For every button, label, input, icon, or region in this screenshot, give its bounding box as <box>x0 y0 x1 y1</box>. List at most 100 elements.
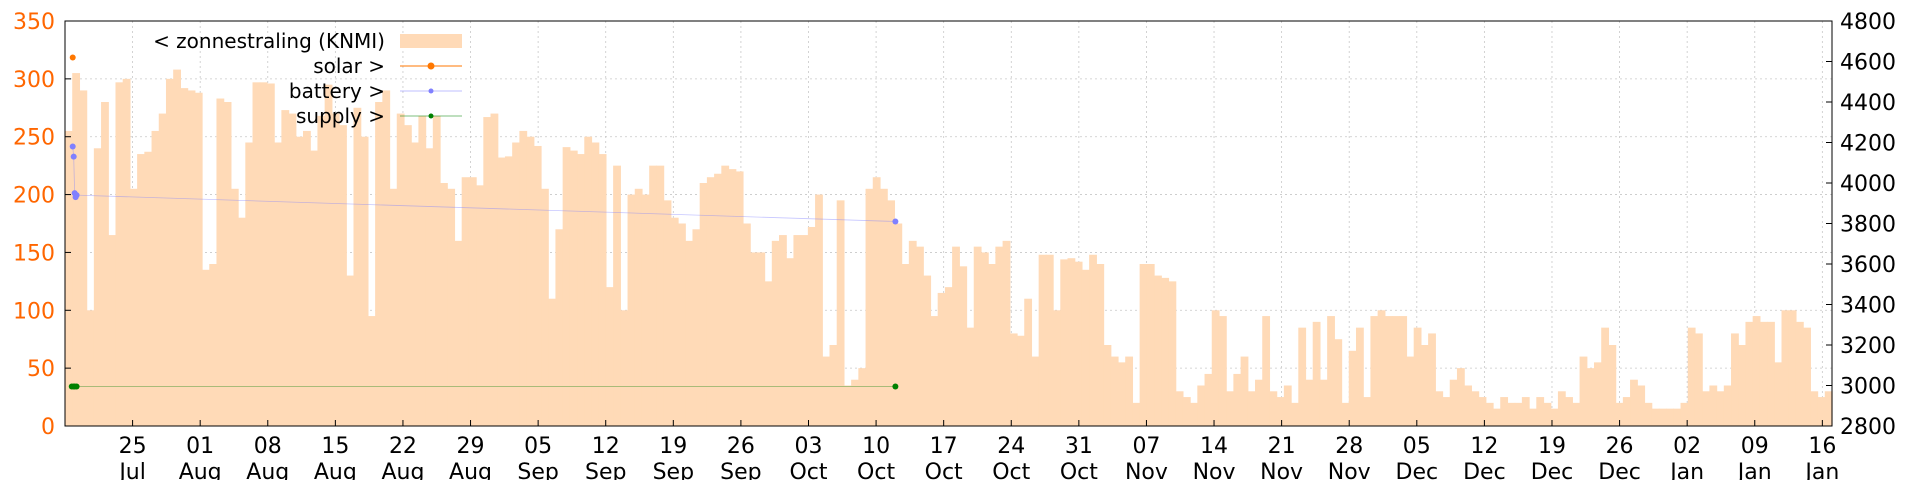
zonnestraling-bar <box>1190 402 1198 426</box>
zonnestraling-bar <box>750 252 758 426</box>
zonnestraling-bar <box>144 151 153 426</box>
zonnestraling-bar <box>115 82 124 426</box>
zonnestraling-bar <box>1435 391 1444 426</box>
zonnestraling-bar <box>1702 391 1710 426</box>
zonnestraling-bar <box>1211 310 1220 426</box>
zonnestraling-bar <box>396 113 405 427</box>
zonnestraling-bar <box>1312 321 1321 426</box>
zonnestraling-bar <box>1817 397 1826 426</box>
zonnestraling-bar <box>367 316 376 426</box>
zonnestraling-bar <box>843 385 852 426</box>
zonnestraling-bar <box>65 130 73 426</box>
zonnestraling-bar <box>735 171 744 426</box>
bottom-tick-label-month: Nov <box>1193 460 1236 480</box>
bottom-tick-label-month: Dec <box>1531 460 1574 480</box>
zonnestraling-bar <box>678 223 686 426</box>
zonnestraling-bar <box>641 194 650 426</box>
zonnestraling-bar <box>209 264 218 426</box>
zonnestraling-bar <box>793 235 802 426</box>
zonnestraling-bar <box>1053 310 1061 426</box>
zonnestraling-bar <box>1413 327 1422 426</box>
zonnestraling-bar <box>1601 327 1610 426</box>
zonnestraling-bar <box>194 92 203 426</box>
right-tick-label: 3200 <box>1840 334 1896 359</box>
bottom-tick-label-day: 16 <box>1808 434 1836 459</box>
right-axis: 2800 3000 3200 3400 3600 3800 4000 4200 4400 4600… <box>1826 10 1896 440</box>
zonnestraling-bar <box>887 200 896 426</box>
zonnestraling-bar <box>908 240 917 426</box>
zonnestraling-bar <box>1161 277 1170 426</box>
zonnestraling-bar <box>605 287 614 426</box>
bottom-tick-label-month: Sep <box>585 460 626 480</box>
bottom-tick-label-day: 19 <box>659 434 687 459</box>
bottom-tick-label-month: Nov <box>1125 460 1168 480</box>
zonnestraling-bar <box>620 310 629 426</box>
zonnestraling-bar <box>504 156 513 426</box>
bottom-tick-label-month: Sep <box>720 460 761 480</box>
zonnestraling-bar <box>1493 408 1501 426</box>
zonnestraling-bar <box>1262 316 1271 426</box>
zonnestraling-bar <box>526 136 535 426</box>
zonnestraling-bar <box>1608 345 1617 426</box>
zonnestraling-bar <box>1384 316 1393 426</box>
zonnestraling-bar <box>353 107 362 427</box>
zonnestraling-bar <box>1485 402 1494 426</box>
zonnestraling-bar <box>1146 264 1155 426</box>
zonnestraling-bar <box>1110 356 1119 426</box>
zonnestraling-bar <box>1745 321 1754 426</box>
zonnestraling-bar <box>1644 402 1653 426</box>
bottom-tick-label-month: Aug <box>314 460 357 480</box>
zonnestraling-bar <box>1471 391 1480 426</box>
zonnestraling-bar <box>1529 408 1537 426</box>
zonnestraling-bar <box>151 130 160 426</box>
zonnestraling-bar <box>649 165 658 426</box>
zonnestraling-bar <box>403 125 412 427</box>
zonnestraling-bar <box>1680 402 1689 426</box>
zonnestraling-bar <box>1038 254 1047 426</box>
right-tick-label: 3600 <box>1840 253 1896 278</box>
zonnestraling-bar <box>1593 362 1602 426</box>
zonnestraling-bar <box>1456 368 1465 426</box>
bottom-tick-label-month: Sep <box>517 460 558 480</box>
zonnestraling-bar <box>807 226 816 426</box>
zonnestraling-bar <box>295 136 304 426</box>
legend-marker-supply <box>428 113 434 119</box>
zonnestraling-bar <box>173 69 181 426</box>
bottom-tick-label-month: Jul <box>117 460 146 480</box>
zonnestraling-bar <box>706 177 715 426</box>
zonnestraling-bar <box>1673 408 1682 426</box>
bottom-tick-label-month: Oct <box>789 460 827 480</box>
zonnestraling-bar <box>555 229 564 426</box>
zonnestraling-bar <box>1399 316 1408 426</box>
zonnestraling-bar <box>266 83 275 426</box>
bottom-tick-label-day: 14 <box>1200 434 1228 459</box>
zonnestraling-bar <box>1218 316 1227 426</box>
bottom-tick-label-day: 24 <box>997 434 1025 459</box>
left-tick-label: 250 <box>13 126 55 151</box>
bottom-axis: 25Jul01Aug08Aug15Aug22Aug29Aug05Sep12Sep… <box>117 420 1839 480</box>
zonnestraling-bar <box>1449 379 1458 426</box>
zonnestraling-bar <box>1536 397 1545 426</box>
zonnestraling-bar <box>108 235 117 426</box>
zonnestraling-bar <box>1305 379 1314 426</box>
zonnestraling-bar <box>1355 327 1364 426</box>
zonnestraling-bar <box>331 113 340 427</box>
left-tick-label: 200 <box>13 184 55 209</box>
zonnestraling-bar <box>1738 345 1747 426</box>
zonnestraling-bar <box>577 154 585 427</box>
zonnestraling-bar <box>1327 316 1335 426</box>
zonnestraling-bar <box>685 240 694 426</box>
zonnestraling-bar <box>1024 298 1033 426</box>
zonnestraling-bar <box>634 188 643 426</box>
zonnestraling-bar <box>627 194 636 426</box>
zonnestraling-bar <box>815 194 823 426</box>
zonnestraling-bar <box>851 379 859 426</box>
solar-point <box>69 54 76 61</box>
zonnestraling-bar <box>548 298 557 426</box>
zonnestraling-bar <box>1319 379 1328 426</box>
zonnestraling-bar <box>1226 391 1234 426</box>
zonnestraling-bar <box>1233 373 1242 426</box>
zonnestraling-bar <box>245 142 254 426</box>
zonnestraling-bar <box>771 240 780 426</box>
